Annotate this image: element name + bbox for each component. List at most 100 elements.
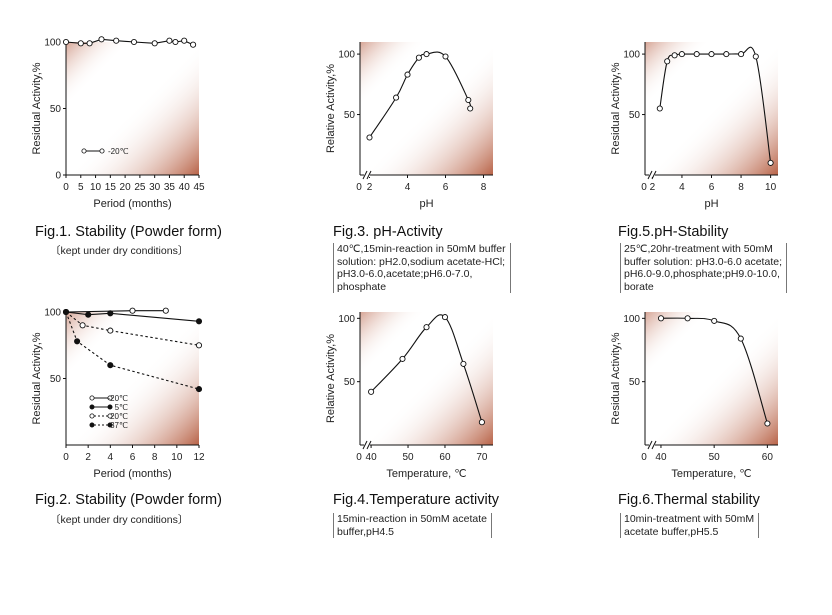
legend-label: -20℃ — [108, 147, 129, 156]
data-point — [441, 314, 449, 321]
axis-break-mark — [651, 170, 657, 180]
data-point — [399, 355, 406, 362]
chart-fig6: 50 100 40 50 60 0 Temperature, ℃ Residual Activ… — [610, 312, 778, 480]
legend-marker — [89, 422, 95, 428]
data-point — [130, 38, 138, 46]
data-point — [79, 322, 86, 329]
x-tick-label: 60 — [439, 452, 451, 463]
y-axis-label: Relative Activity,% — [325, 64, 337, 153]
data-point — [195, 386, 203, 393]
data-point — [684, 315, 691, 322]
fig1-caption: 〔kept under dry conditions〕 — [50, 245, 189, 257]
x-axis-label: pH — [419, 198, 433, 210]
y-tick-label: 100 — [44, 38, 61, 49]
data-point — [393, 94, 400, 101]
x-tick-label: 25 — [134, 182, 146, 193]
data-point — [77, 40, 84, 47]
fig5-title: Fig.5.pH-Stability — [618, 224, 729, 240]
axis-break-mark — [647, 170, 653, 180]
x-tick-label: 2 — [85, 452, 91, 463]
axis-break-mark — [366, 440, 372, 450]
data-point — [738, 51, 745, 58]
legend-marker — [81, 148, 87, 154]
legend-marker — [107, 422, 113, 428]
data-point — [478, 419, 485, 426]
legend-marker — [99, 148, 105, 154]
data-point — [656, 105, 663, 112]
x-tick-label: 30 — [149, 182, 161, 193]
chart-fig4: 50 100 40 50 60 70 0 Temperature, ℃ Relative Act… — [325, 312, 493, 480]
x-axis-label: Temperature, ℃ — [671, 468, 751, 480]
data-point — [195, 342, 203, 349]
legend-label: -20℃ — [107, 394, 128, 403]
y-tick-label: 50 — [344, 110, 356, 121]
chart-fig2: 50 100 0 2 4 6 8 10 12 Period (months) Residual Ac… — [31, 308, 205, 481]
data-point — [86, 40, 93, 47]
data-point — [442, 53, 449, 60]
data-point — [657, 315, 665, 322]
origin-label: 0 — [356, 182, 362, 193]
data-point — [107, 362, 114, 369]
data-point — [708, 51, 715, 58]
y-tick-label: 0 — [55, 171, 61, 182]
x-tick-label: 5 — [78, 182, 84, 193]
axis-break-gap — [649, 173, 655, 177]
x-axis-label: Period (months) — [93, 198, 171, 210]
data-point — [74, 338, 81, 345]
fig4-caption: 15min-reaction in 50mM acetate buffer,pH… — [333, 513, 492, 538]
x-tick-label: 35 — [164, 182, 176, 193]
x-tick-label: 6 — [709, 182, 715, 193]
data-point — [62, 38, 70, 46]
x-axis-label: pH — [704, 198, 718, 210]
data-point — [415, 54, 422, 61]
data-point — [723, 51, 730, 58]
data-point — [368, 388, 375, 395]
fig3-title: Fig.3. pH-Activity — [333, 224, 443, 240]
legend-label: 5℃ — [115, 403, 128, 412]
x-tick-label: 40 — [655, 452, 667, 463]
data-point — [181, 37, 188, 44]
axis-break-gap — [649, 443, 655, 447]
fig1-title: Fig.1. Stability (Powder form) — [35, 224, 222, 240]
x-tick-label: 10 — [171, 452, 183, 463]
y-axis-label: Relative Activity,% — [325, 334, 337, 423]
data-point — [693, 51, 700, 58]
origin-label: 0 — [356, 452, 362, 463]
y-tick-label: 100 — [623, 314, 640, 325]
legend-marker — [107, 413, 113, 419]
data-point — [678, 51, 685, 58]
x-tick-label: 12 — [193, 452, 205, 463]
x-tick-label: 70 — [476, 452, 488, 463]
fig6-caption: 10min-treatment with 50mM acetate buffer… — [620, 513, 760, 538]
x-tick-label: 4 — [405, 182, 411, 193]
origin-label: 0 — [641, 452, 647, 463]
x-tick-label: 50 — [709, 452, 721, 463]
axis-break-mark — [651, 440, 657, 450]
plot-area — [66, 312, 199, 445]
axis-break-gap — [364, 173, 370, 177]
data-point — [465, 96, 472, 104]
data-point — [752, 53, 759, 60]
x-tick-label: 6 — [130, 452, 136, 463]
x-tick-label: 50 — [402, 452, 414, 463]
x-tick-label: 15 — [105, 182, 117, 193]
data-point — [423, 324, 430, 331]
data-point — [166, 37, 173, 44]
y-tick-label: 50 — [344, 377, 356, 388]
series-line — [65, 311, 200, 346]
y-axis-label: Residual Activity,% — [610, 332, 622, 424]
plot-area — [360, 312, 493, 445]
x-tick-label: 40 — [179, 182, 191, 193]
x-tick-label: 4 — [679, 182, 685, 193]
data-point — [711, 317, 718, 324]
data-point — [107, 327, 114, 334]
origin-label: 0 — [641, 182, 647, 193]
axis-break-mark — [362, 170, 368, 180]
series-line — [65, 311, 200, 390]
fig4-title: Fig.4.Temperature activity — [333, 492, 500, 508]
legend-marker — [107, 395, 113, 401]
y-tick-label: 100 — [338, 314, 355, 325]
data-point — [162, 307, 169, 314]
